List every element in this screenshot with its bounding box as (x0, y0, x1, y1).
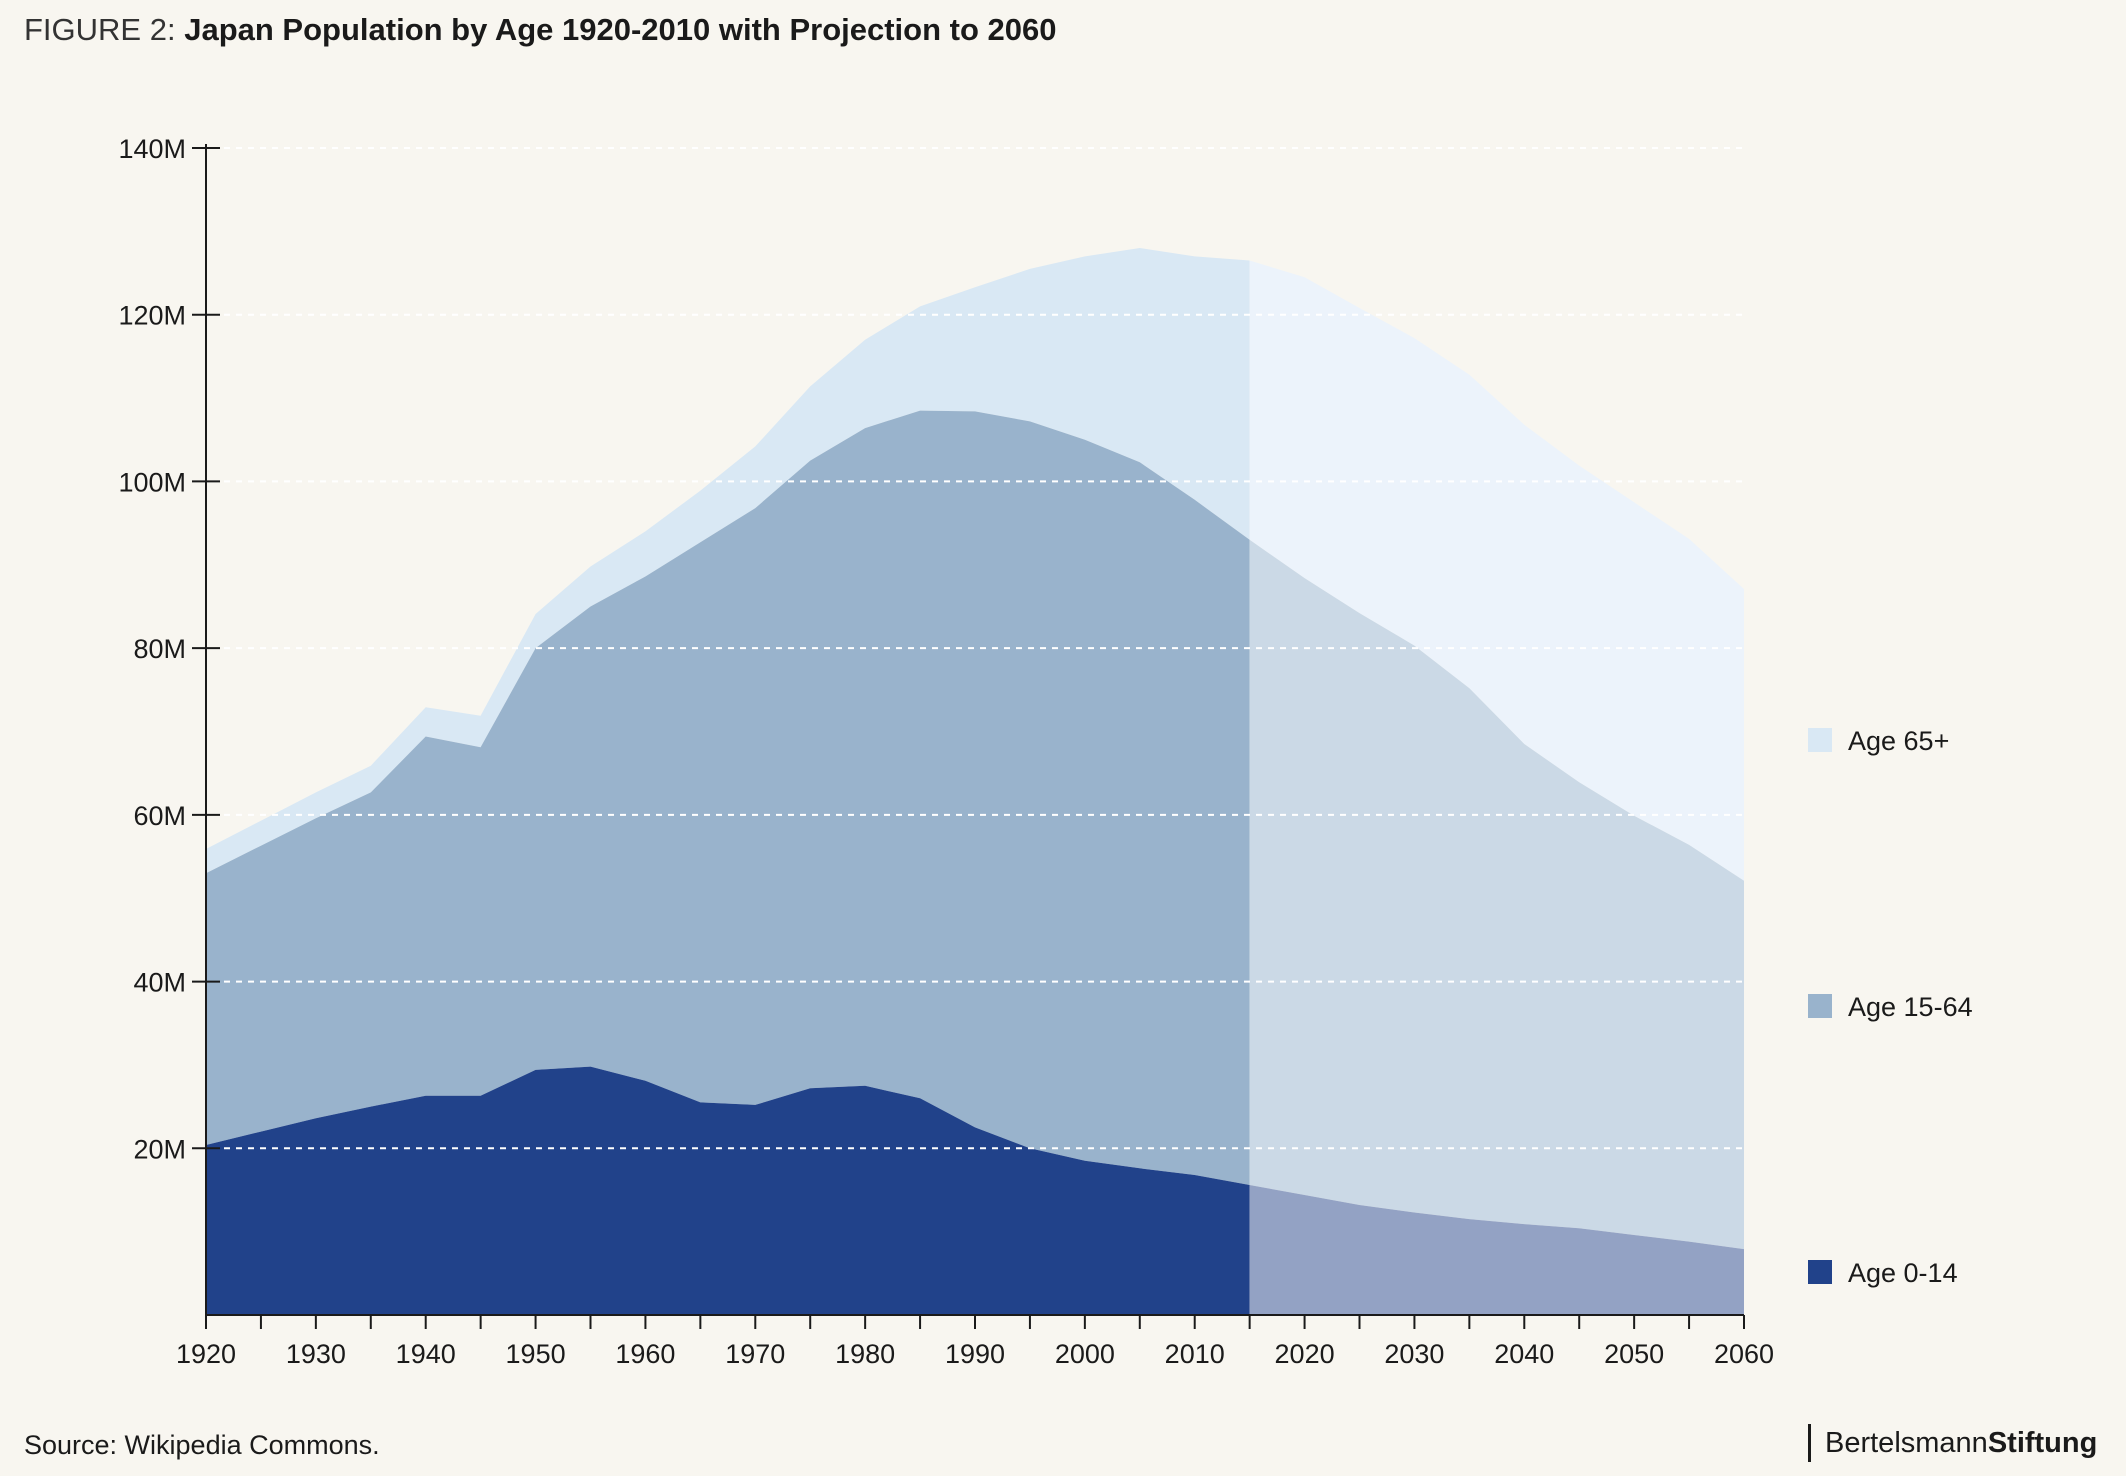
source-note: Source: Wikipedia Commons. (24, 1430, 380, 1460)
chart-title: Japan Population by Age 1920-2010 with P… (184, 12, 1057, 47)
x-tick-label: 2050 (1604, 1339, 1664, 1369)
y-tick-label: 40M (133, 968, 186, 998)
legend-label-age-0-14: Age 0-14 (1848, 1258, 1958, 1288)
legend-label-age-65: Age 65+ (1848, 726, 1949, 756)
x-tick-label: 1990 (945, 1339, 1005, 1369)
y-tick-label: 120M (118, 301, 186, 331)
legend-swatch-age-15-64 (1808, 994, 1832, 1018)
y-tick-label: 140M (118, 134, 186, 164)
brand-name: Bertelsmann (1825, 1427, 1988, 1459)
x-tick-label: 2040 (1494, 1339, 1554, 1369)
legend-swatch-age-0-14 (1808, 1260, 1832, 1284)
y-tick-label: 100M (118, 467, 186, 497)
x-tick-label: 1950 (506, 1339, 566, 1369)
area-age-0-14 (206, 1066, 1250, 1315)
x-tick-label: 1970 (725, 1339, 785, 1369)
x-tick-label: 2060 (1714, 1339, 1774, 1369)
x-tick-label: 2030 (1384, 1339, 1444, 1369)
legend-swatch-age-65 (1808, 728, 1832, 752)
x-tick-label: 2020 (1275, 1339, 1335, 1369)
x-tick-label: 2000 (1055, 1339, 1115, 1369)
legend-label-age-15-64: Age 15-64 (1848, 992, 1973, 1022)
x-tick-label: 1980 (835, 1339, 895, 1369)
area-age-65-projection (1249, 260, 1744, 881)
y-tick-label: 20M (133, 1134, 186, 1164)
x-tick-label: 1960 (615, 1339, 675, 1369)
gridlines (224, 147, 1744, 1150)
x-tick-label: 1920 (176, 1339, 236, 1369)
axes: 20M 40M 60M 80M 100M 120M 140M 1920 1930 1940 1950… (118, 134, 1774, 1369)
x-tick-label: 1940 (396, 1339, 456, 1369)
area-age-15-64 (206, 410, 1250, 1186)
figure-title: FIGURE 2: Japan Population by Age 1920-2… (24, 12, 1057, 48)
legend: Age 65+ Age 15-64 Age 0-14 (1808, 726, 1973, 1288)
area-age-0-14-projection (1249, 1185, 1744, 1315)
area-age-65 (206, 248, 1250, 874)
brand-logo: BertelsmannStiftung (1808, 1424, 2097, 1462)
y-tick-label: 80M (133, 634, 186, 664)
figure-label: FIGURE 2: (24, 12, 176, 47)
y-tick-label: 60M (133, 801, 186, 831)
x-tick-label: 1930 (286, 1339, 346, 1369)
area-age-15-64-projection (1249, 539, 1744, 1250)
brand-name-bold: Stiftung (1987, 1427, 2098, 1459)
x-tick-label: 2010 (1165, 1339, 1225, 1369)
areas (206, 248, 1744, 1315)
